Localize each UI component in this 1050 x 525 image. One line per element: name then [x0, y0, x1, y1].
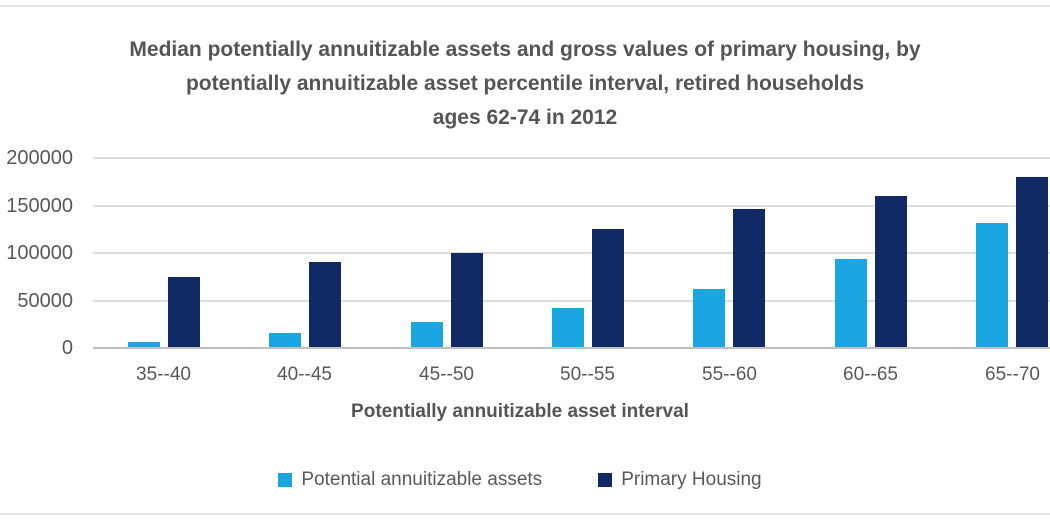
x-tick-label: 55--60 [702, 364, 757, 385]
x-axis-line [93, 347, 1050, 349]
bar-annuitizable-assets-60--65 [835, 259, 867, 348]
bar-annuitizable-assets-50--55 [552, 308, 584, 348]
x-axis-tick-labels: 35--40 40--45 45--50 50--55 55--60 60--65 65--… [93, 364, 1050, 388]
y-tick-label: 200000 [6, 147, 73, 169]
x-tick-label: 45--50 [419, 364, 474, 385]
x-axis-title: Potentially annuitizable asset interval [351, 401, 689, 422]
chart-title-line-3: ages 62-74 in 2012 [432, 106, 618, 129]
legend-item: Potential annuitizable assets [278, 469, 542, 491]
bar-annuitizable-assets-35--40 [128, 342, 160, 348]
bar-primary-housing-40--45 [309, 262, 341, 348]
top-border-line [0, 5, 1050, 7]
legend-label: Potential annuitizable assets [301, 469, 543, 490]
x-tick-label: 65--70 [985, 364, 1040, 385]
y-axis-tick-labels: 0 50000 100000 150000 200000 [0, 0, 75, 525]
plot-area [93, 157, 1050, 349]
bar-annuitizable-assets-40--45 [269, 333, 301, 348]
legend: Potential annuitizable assets Primary Hou… [0, 466, 1040, 494]
y-tick-label: 0 [61, 337, 73, 359]
bottom-border-line [0, 513, 1050, 515]
bar-annuitizable-assets-45--50 [411, 322, 443, 348]
y-tick-label: 100000 [6, 242, 73, 264]
y-tick-label: 150000 [6, 194, 73, 217]
chart-title-line-2: potentially annuitizable asset percentil… [185, 72, 864, 95]
bar-primary-housing-65--70 [1016, 177, 1048, 348]
legend-swatch-icon [278, 473, 293, 487]
bar-primary-housing-60--65 [875, 196, 907, 348]
bar-annuitizable-assets-55--60 [693, 289, 725, 348]
x-tick-label: 35--40 [136, 364, 191, 385]
legend-label: Primary Housing [621, 469, 762, 490]
x-tick-label: 60--65 [843, 364, 898, 385]
x-tick-label: 40--45 [277, 364, 332, 385]
bar-annuitizable-assets-65--70 [976, 223, 1008, 348]
chart-title-line-1: Median potentially annuitizable assets a… [129, 38, 921, 61]
chart-title: Median potentially annuitizable assets a… [0, 33, 1050, 135]
bar-primary-housing-45--50 [451, 253, 483, 348]
bar-primary-housing-35--40 [168, 277, 200, 348]
gridline [93, 204, 1050, 207]
legend-swatch-icon [598, 473, 613, 487]
bar-primary-housing-55--60 [733, 209, 765, 348]
legend-item: Primary Housing [598, 469, 762, 491]
bar-primary-housing-50--55 [592, 229, 624, 348]
gridline [93, 157, 1050, 159]
x-tick-label: 50--55 [560, 364, 615, 385]
gridline [93, 252, 1050, 254]
gridline [93, 299, 1050, 302]
y-tick-label: 50000 [17, 289, 73, 312]
